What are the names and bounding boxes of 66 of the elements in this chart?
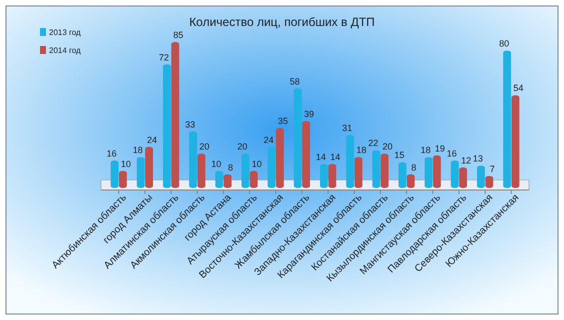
chart-title: Количество лиц, погибших в ДТП bbox=[189, 15, 375, 29]
data-label: 72 bbox=[158, 52, 169, 62]
data-label: 8 bbox=[411, 162, 416, 172]
bar bbox=[268, 146, 276, 188]
data-label: 16 bbox=[106, 148, 117, 159]
bar bbox=[118, 170, 127, 188]
data-label: 80 bbox=[499, 38, 510, 49]
bar bbox=[320, 164, 328, 188]
bar bbox=[354, 157, 362, 188]
data-label: 18 bbox=[356, 145, 366, 156]
bar bbox=[477, 166, 485, 188]
data-label: 8 bbox=[228, 162, 234, 172]
bar bbox=[136, 157, 145, 188]
bar bbox=[110, 160, 119, 188]
data-label: 31 bbox=[342, 122, 352, 133]
data-label: 14 bbox=[316, 152, 326, 162]
bar bbox=[250, 170, 258, 188]
bar bbox=[328, 164, 336, 188]
data-label: 20 bbox=[382, 142, 393, 152]
data-label: 33 bbox=[185, 119, 196, 130]
data-label: 13 bbox=[472, 154, 483, 164]
bar bbox=[224, 174, 232, 188]
data-label: 20 bbox=[199, 142, 210, 152]
bar bbox=[215, 170, 224, 188]
data-label: 20 bbox=[237, 142, 248, 152]
data-label: 39 bbox=[304, 109, 314, 120]
data-label: 54 bbox=[513, 83, 524, 94]
data-label: 18 bbox=[420, 145, 431, 156]
bar bbox=[241, 154, 250, 188]
data-label: 24 bbox=[264, 134, 274, 145]
bar bbox=[294, 88, 302, 188]
legend-label: 2014 год bbox=[49, 46, 82, 55]
data-label: 19 bbox=[434, 143, 445, 154]
data-label: 10 bbox=[211, 158, 222, 169]
data-label: 10 bbox=[252, 158, 262, 169]
data-label: 24 bbox=[147, 134, 158, 145]
data-label: 15 bbox=[394, 150, 404, 160]
data-label: 10 bbox=[120, 158, 131, 169]
bar bbox=[162, 64, 171, 188]
bar bbox=[424, 157, 433, 188]
legend-label: 2013 год bbox=[49, 28, 82, 37]
bar bbox=[432, 155, 441, 188]
bar bbox=[189, 131, 198, 188]
bar bbox=[145, 146, 153, 188]
bar bbox=[372, 150, 380, 188]
bar bbox=[503, 50, 512, 188]
bar bbox=[302, 121, 310, 188]
data-label: 7 bbox=[490, 164, 495, 174]
data-label: 18 bbox=[132, 145, 143, 156]
bar bbox=[459, 167, 468, 188]
data-label: 85 bbox=[173, 30, 184, 40]
data-label: 16 bbox=[446, 148, 457, 159]
bar bbox=[197, 154, 206, 188]
bar bbox=[450, 160, 459, 188]
data-label: 35 bbox=[278, 116, 288, 126]
data-label: 12 bbox=[461, 155, 472, 166]
data-label: 22 bbox=[368, 138, 378, 148]
bar bbox=[380, 154, 389, 188]
bar bbox=[511, 95, 520, 188]
bar bbox=[406, 174, 415, 188]
bar bbox=[276, 128, 284, 188]
bar bbox=[398, 162, 406, 188]
bar bbox=[171, 42, 180, 188]
data-label: 58 bbox=[290, 76, 300, 86]
data-label: 14 bbox=[330, 152, 340, 162]
bar bbox=[346, 134, 354, 188]
